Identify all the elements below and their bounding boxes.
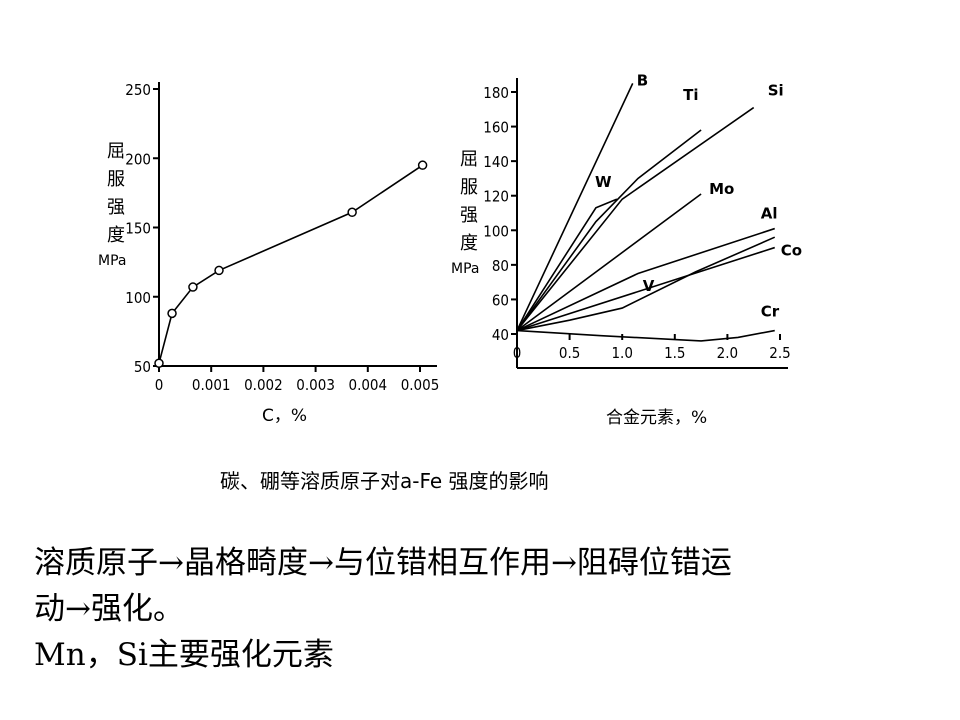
right-series-line-b	[516, 83, 634, 331]
left-xtick-label: 0.003	[296, 376, 335, 394]
left-y-unit: MPa	[98, 253, 126, 269]
right-xtick-label: 2.5	[769, 344, 790, 362]
notes-line-1: 溶质原子→晶格畸度→与位错相互作用→阻碍位错运	[34, 545, 732, 581]
left-data-point	[347, 207, 357, 218]
right-series-label-cr: Cr	[761, 303, 780, 321]
right-ytick-label: 120	[483, 188, 509, 206]
left-xtick-label: 0	[155, 376, 164, 394]
right-xtick-label: 0.5	[559, 344, 580, 362]
right-xtick-label: 0	[513, 344, 522, 362]
right-ytick-label: 40	[492, 326, 509, 344]
right-series-line-mo	[516, 193, 702, 332]
right-ylabel-char-1: 屈	[460, 149, 478, 170]
right-y-ticks: 40 60 80 100 120 140 160 180	[483, 84, 517, 344]
right-series-line-co	[516, 246, 775, 332]
notes-text: 溶质原子→晶格畸度→与位错相互作用→阻碍位错运 动→强化。 Mn，Si主要强化元…	[34, 540, 934, 678]
left-ytick-label: 100	[125, 289, 151, 307]
right-chart-axes	[516, 78, 788, 369]
left-ytick-label: 50	[134, 358, 151, 376]
left-data-point	[417, 160, 428, 170]
left-xtick-label: 0.005	[401, 376, 440, 394]
left-xtick-label: 0.001	[192, 376, 231, 394]
notes-line-3: Mn，Si主要强化元素	[34, 637, 334, 673]
right-series-label-mo: Mo	[709, 180, 734, 198]
right-series-label-w: W	[595, 173, 612, 191]
right-series	[516, 83, 776, 342]
right-ytick-label: 80	[492, 257, 509, 275]
right-ytick-label: 140	[483, 153, 509, 171]
left-y-ticks: 50 100 150 200 250	[125, 81, 159, 376]
left-data-point	[167, 308, 177, 319]
right-ylabel-char-3: 强	[460, 205, 478, 226]
left-ytick-label: 200	[125, 150, 151, 168]
right-series-label-si: Si	[768, 82, 784, 100]
right-ylabel-char-4: 度	[460, 233, 478, 254]
left-ylabel-char-3: 强	[107, 197, 125, 218]
left-ylabel-char-2: 服	[107, 169, 125, 190]
right-series-labels: B W Ti Si Mo Al Co V Cr	[595, 71, 802, 320]
right-series-label-co: Co	[781, 242, 802, 260]
right-series-line-v	[516, 236, 776, 332]
left-data-point	[214, 265, 224, 276]
right-series-line-ti	[516, 129, 702, 332]
right-series-line-al	[516, 227, 775, 332]
left-series	[154, 160, 428, 368]
right-xtick-label: 1.5	[664, 344, 685, 362]
right-series-line-cr	[516, 329, 775, 342]
right-series-line-w	[516, 198, 618, 331]
right-x-label: 合金元素，%	[606, 408, 707, 428]
right-series-label-al: Al	[761, 205, 778, 223]
right-x-ticks: 0 0.5 1.0 1.5 2.0 2.5	[513, 334, 791, 362]
left-xtick-label: 0.002	[244, 376, 283, 394]
left-ytick-label: 250	[125, 81, 151, 99]
right-series-label-b: B	[637, 71, 648, 89]
left-data-point	[154, 358, 164, 368]
left-ylabel-char-1: 屈	[107, 141, 125, 162]
right-ytick-label: 180	[483, 84, 509, 102]
right-y-unit: MPa	[451, 261, 479, 277]
left-data-point	[188, 282, 198, 292]
left-x-ticks: 0 0.001 0.002 0.003 0.004 0.005	[155, 366, 440, 394]
right-ylabel-char-2: 服	[460, 177, 478, 198]
left-chart-axes	[158, 82, 437, 367]
figure-caption: 碳、硼等溶质原子对a-Fe 强度的影响	[220, 469, 549, 493]
left-ylabel-char-4: 度	[107, 225, 125, 246]
right-xtick-label: 1.0	[611, 344, 632, 362]
right-ytick-label: 100	[483, 222, 509, 240]
left-xtick-label: 0.004	[348, 376, 387, 394]
right-ytick-label: 60	[492, 291, 509, 309]
right-series-label-ti: Ti	[683, 86, 698, 104]
right-xtick-label: 2.0	[717, 344, 738, 362]
right-ytick-label: 160	[483, 119, 509, 137]
left-ytick-label: 150	[125, 220, 151, 238]
right-series-line-si	[516, 106, 755, 332]
right-series-label-v: V	[643, 277, 655, 295]
notes-line-2: 动→强化。	[34, 591, 184, 627]
left-x-label: C，%	[262, 406, 307, 426]
